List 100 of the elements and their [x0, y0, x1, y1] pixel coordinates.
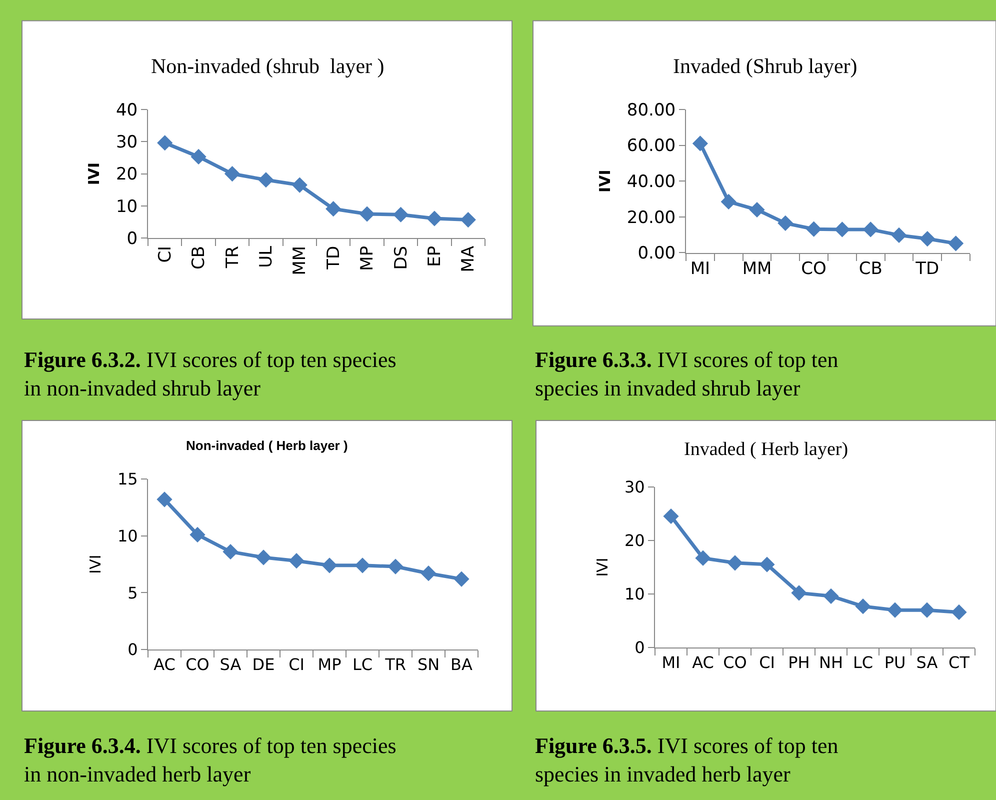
x-tick-label: CO	[801, 259, 826, 280]
x-tick-label: AC	[154, 654, 176, 674]
x-tick-label: MM	[742, 259, 772, 280]
point	[759, 556, 775, 572]
x-tick-label: CT	[948, 652, 970, 672]
point	[749, 202, 765, 218]
y-tick-label: 10	[116, 196, 138, 217]
point	[727, 555, 743, 571]
x-tick-label: AC	[692, 652, 714, 672]
x-tick-label: MP	[318, 654, 342, 674]
x-tick-label: PU	[884, 652, 906, 672]
x-tick-label: SA	[916, 652, 938, 672]
x-tick-label: BA	[450, 654, 473, 674]
point	[256, 550, 272, 566]
y-tick-label: 40	[116, 100, 138, 120]
point	[222, 544, 238, 560]
y-tick-label: 0.00	[638, 244, 676, 264]
point	[388, 558, 404, 574]
x-tick-label: MM	[290, 246, 310, 276]
x-tick-label: TR	[222, 246, 243, 270]
x-tick-label: NH	[819, 652, 843, 672]
x-tick-label: MA	[458, 246, 479, 272]
y-axis-title: IVI	[594, 558, 612, 577]
y-tick-label: 10	[117, 526, 138, 546]
chart-title: Non-invaded ( Herb layer )	[186, 438, 348, 453]
caption: Figure 6.3.4.	[24, 733, 141, 758]
y-tick-label: 20.00	[626, 208, 676, 228]
x-tick-label: MI	[690, 259, 710, 280]
y-tick-label: 0	[128, 640, 138, 660]
x-tick-label: MI	[662, 652, 680, 672]
point	[891, 227, 907, 243]
x-tick-label: CB	[858, 259, 882, 280]
x-tick-label: UL	[256, 245, 276, 268]
caption: Figure 6.3.2.	[24, 347, 141, 372]
x-tick-label: SA	[220, 654, 242, 674]
chart-title: Non-invaded (shrub layer )	[151, 54, 384, 78]
point	[288, 553, 304, 569]
x-tick-label: CI	[288, 654, 304, 674]
point	[190, 526, 206, 542]
y-axis-title: IVI	[85, 162, 104, 186]
y-tick-label: 0	[126, 229, 138, 250]
point	[948, 236, 964, 252]
point	[359, 206, 375, 222]
point	[454, 571, 470, 587]
x-tick-label: CO	[186, 654, 210, 674]
point	[887, 602, 903, 618]
point	[292, 177, 308, 193]
x-tick-label: CB	[189, 246, 210, 270]
chart-title: Invaded (Shrub layer)	[673, 54, 858, 78]
point	[951, 604, 967, 620]
y-axis-title: IVI	[596, 170, 614, 192]
y-tick-label: 20	[624, 530, 645, 550]
point	[322, 558, 338, 574]
x-tick-label: DE	[252, 654, 275, 674]
point	[855, 598, 871, 614]
x-tick-label: TD	[914, 259, 940, 280]
point	[791, 585, 807, 601]
x-tick-label: EP	[424, 246, 445, 267]
point	[224, 166, 240, 182]
point	[862, 222, 878, 238]
x-tick-label: CO	[723, 652, 747, 672]
x-tick-label: TR	[384, 654, 406, 674]
y-tick-label: 0	[634, 638, 645, 658]
y-axis-title: IVI	[86, 554, 105, 574]
point	[692, 136, 708, 152]
caption: Figure 6.3.5.	[535, 733, 652, 758]
point	[806, 221, 822, 237]
y-tick-label: 30	[116, 132, 138, 153]
x-tick-label: LC	[852, 652, 874, 672]
point	[157, 135, 173, 151]
point	[392, 206, 409, 222]
x-tick-label: LC	[352, 654, 373, 674]
x-tick-label: TD	[324, 246, 344, 270]
y-tick-label: 10	[624, 584, 645, 604]
x-tick-label: MP	[358, 246, 378, 271]
y-tick-label: 20	[116, 164, 138, 185]
point	[919, 602, 935, 618]
chart-title: Invaded ( Herb layer)	[684, 439, 848, 460]
point	[920, 230, 936, 247]
y-tick-label: 15	[117, 470, 138, 489]
y-tick-label: 40.00	[626, 172, 676, 192]
y-tick-label: 80.00	[626, 100, 676, 120]
y-tick-label: 30	[624, 477, 645, 496]
point	[460, 212, 476, 228]
point	[834, 222, 850, 238]
point	[778, 215, 794, 231]
point	[190, 148, 206, 165]
point	[354, 558, 370, 574]
point	[156, 492, 172, 508]
point	[258, 172, 274, 188]
point	[663, 508, 679, 524]
x-tick-label: SN	[417, 654, 440, 674]
point	[326, 201, 342, 217]
x-tick-label: CI	[759, 652, 775, 672]
point	[823, 588, 839, 604]
x-tick-label: CI	[155, 246, 176, 263]
caption: Figure 6.3.3.	[535, 347, 652, 372]
point	[720, 194, 736, 210]
y-tick-label: 5	[128, 583, 138, 602]
point	[695, 550, 711, 566]
